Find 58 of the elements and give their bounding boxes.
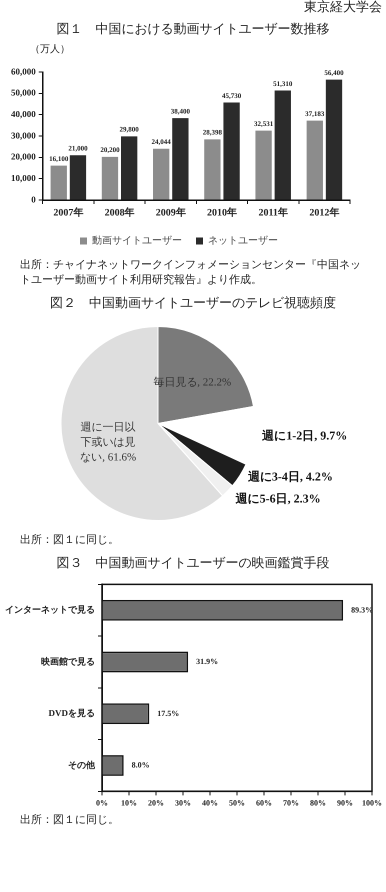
slice-label: 週に1-2日, 9.7% [261,428,348,443]
x-tick-label: 60% [256,798,272,808]
bar [274,90,291,200]
x-tick-label: 2012年 [309,206,340,219]
text: 出所：チャイナネットワークインフォメーションセンター『中国ネットユーザー動画サイト利用研究報告』より作成。 [20,258,362,288]
chart-title: 図１ 中国における動画サイトユーザー数推移 [56,20,330,38]
bar [172,118,189,200]
text: 出所：図１に同じ。 [20,533,120,548]
chart-title: 図２ 中国動画サイトユーザーのテレビ視聴頻度 [49,294,337,312]
text: 出所：図１に同じ。 [20,813,120,828]
data-label: 8.0% [132,760,150,770]
x-tick-label: 30% [175,798,191,808]
y-tick-label: 50,000 [11,88,36,98]
chart-title: 図３ 中国動画サイトユーザーの映画鑑賞手段 [56,554,330,572]
bar [223,102,240,200]
x-tick-label: 2011年 [258,206,288,219]
x-tick-label: 2010年 [206,206,237,219]
bar [153,148,170,200]
slice-label: 週に5-6日, 2.3% [234,492,321,506]
data-label: 17.5% [157,708,180,718]
x-tick-label: 70% [283,798,299,808]
bar [306,120,323,200]
bar [204,139,221,200]
bar [70,155,86,200]
slice-label: 週に一日以下或いは見ない, 61.6% [80,420,136,464]
bar [121,136,138,200]
x-tick-label: 40% [202,798,218,808]
x-tick-label: 0% [96,798,108,808]
data-label: 31.9% [196,657,218,666]
x-tick-label: 2009年 [156,206,186,219]
data-label: 89.3% [351,605,374,614]
y-tick-label: インターネットで見る [5,604,95,615]
y-tick-label: 20,000 [11,152,36,162]
legend-label: 動画サイトユーザー [92,236,182,247]
y-tick-label: その他 [68,760,96,770]
x-tick-label: 2007年 [53,206,84,219]
y-axis-title: （万人） [30,43,71,56]
x-tick-label: 50% [229,798,245,808]
bar [255,130,272,200]
y-tick-label: DVDを見る [48,708,95,718]
y-tick-label: 60,000 [11,66,36,76]
text: 東京経大学会 [303,0,383,14]
x-tick-label: 20% [148,798,164,808]
x-tick-label: 90% [337,798,353,808]
y-tick-label: 40,000 [11,108,36,119]
y-tick-label: 0 [31,194,36,204]
y-tick-label: 10,000 [11,172,36,183]
x-tick-label: 10% [121,798,137,808]
x-tick-label: 2008年 [104,206,135,219]
x-tick-label: 80% [310,798,326,808]
y-tick-label: 映画館で見る [41,656,95,666]
legend-label: ネットユーザー [208,236,278,247]
bar [326,80,342,200]
y-tick-label: 30,000 [11,130,36,140]
bar [102,156,118,200]
x-tick-label: 100% [362,798,382,808]
slice-label: 週に3-4日, 4.2% [246,470,333,484]
bar [50,166,67,200]
